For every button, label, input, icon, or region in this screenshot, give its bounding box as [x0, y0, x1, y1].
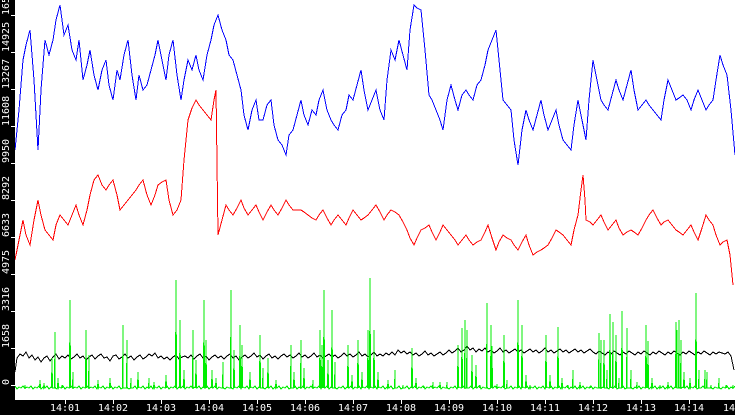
series-blue-line: [15, 3, 735, 166]
y-tick: [11, 348, 15, 349]
plot-area: [15, 0, 735, 400]
x-tick-label: 14:11: [529, 403, 561, 414]
x-tick-label: 14:02: [97, 403, 129, 414]
y-tick: [11, 311, 15, 312]
x-tick: [545, 400, 546, 404]
x-tick-label: 14:04: [193, 403, 225, 414]
x-tick: [353, 400, 354, 404]
x-tick: [497, 400, 498, 404]
x-tick: [305, 400, 306, 404]
y-tick-label: 16584: [1, 0, 12, 15]
x-axis: 14:01 14:02 14:03 14:04 14:05 14:06 14:07 14:08…: [0, 400, 735, 415]
y-tick-label: 1658: [1, 323, 12, 348]
y-tick-label: 0: [1, 378, 12, 385]
x-tick: [401, 400, 402, 404]
x-tick-label: 14:12: [577, 403, 609, 414]
y-tick-label: 9950: [1, 138, 12, 163]
series-green-line: [15, 277, 735, 391]
x-tick-label: 14: [723, 403, 735, 414]
x-tick: [113, 400, 114, 404]
y-tick-label: 3316: [1, 286, 12, 311]
y-tick: [11, 89, 15, 90]
y-tick: [11, 52, 15, 53]
x-tick-label: 14:07: [337, 403, 369, 414]
series-red-line: [15, 89, 734, 286]
y-tick-label: 6633: [1, 212, 12, 237]
x-tick: [641, 400, 642, 404]
x-tick-label: 14:10: [481, 403, 513, 414]
x-tick-label: 14:09: [433, 403, 465, 414]
x-tick: [161, 400, 162, 404]
y-tick: [11, 385, 15, 386]
x-tick: [449, 400, 450, 404]
x-tick: [65, 400, 66, 404]
y-tick-label: 13267: [1, 58, 12, 89]
y-tick: [11, 15, 15, 16]
y-tick: [11, 126, 15, 127]
x-tick: [593, 400, 594, 404]
x-tick: [209, 400, 210, 404]
y-tick: [11, 237, 15, 238]
x-tick-label: 14:08: [385, 403, 417, 414]
y-tick-label: 11608: [1, 95, 12, 126]
x-tick: [689, 400, 690, 404]
x-tick-label: 14:13: [625, 403, 657, 414]
plot-lines: [15, 3, 735, 391]
y-tick-label: 8292: [1, 175, 12, 200]
x-tick: [257, 400, 258, 404]
x-tick-label: 14:14: [673, 403, 705, 414]
x-tick-label: 14:03: [145, 403, 177, 414]
x-tick-label: 14:05: [241, 403, 273, 414]
x-tick-label: 14:06: [289, 403, 321, 414]
x-tick-label: 14:01: [49, 403, 81, 414]
y-axis: 0 1658 3316 4975 6633 8292 9950 11608 13267 14925…: [0, 0, 15, 400]
y-tick-label: 14925: [1, 21, 12, 52]
y-tick: [11, 163, 15, 164]
y-tick: [11, 274, 15, 275]
y-tick-label: 4975: [1, 249, 12, 274]
y-tick: [11, 200, 15, 201]
